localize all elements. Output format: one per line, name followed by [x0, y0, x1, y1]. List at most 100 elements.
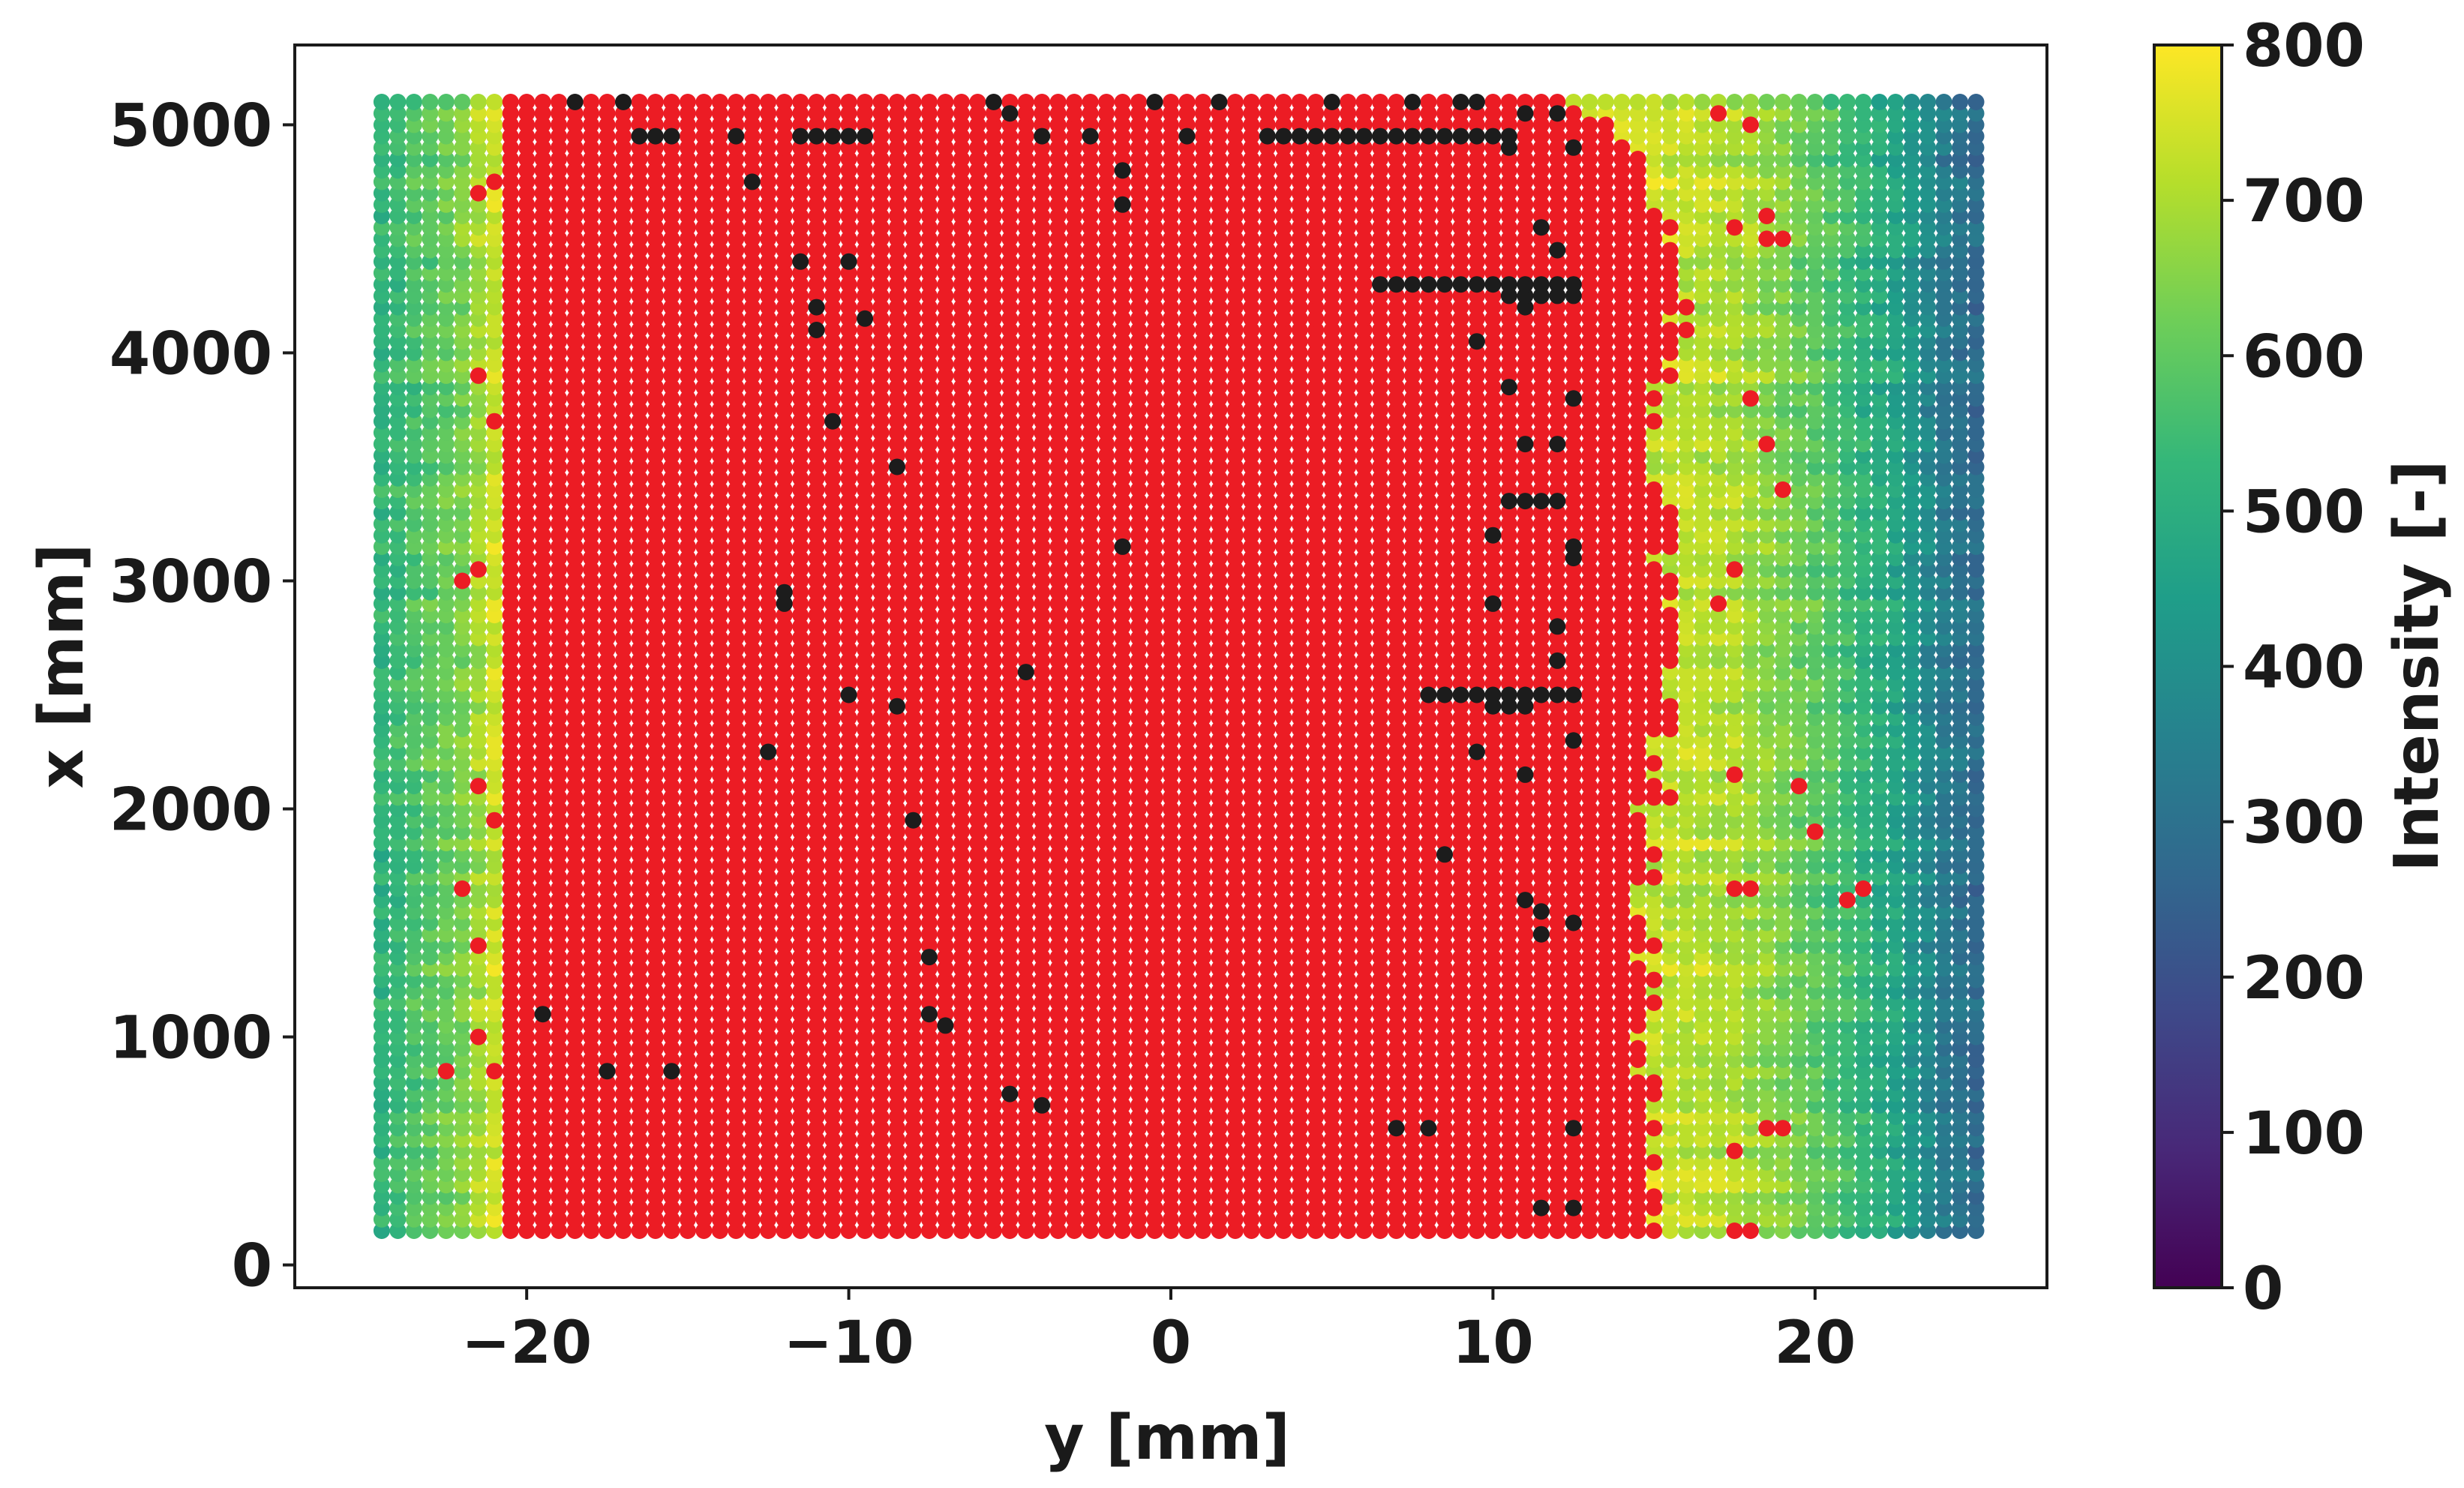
- intensity-point: [1855, 994, 1872, 1011]
- intensity-point: [1823, 1017, 1840, 1034]
- intensity-point: [470, 994, 487, 1011]
- intensity-point: [1726, 538, 1743, 555]
- intensity-point: [1742, 1096, 1759, 1114]
- intensity-point: [422, 1017, 439, 1034]
- intensity-point: [1742, 652, 1759, 669]
- intensity-point: [1742, 1017, 1759, 1034]
- intensity-point: [1678, 538, 1695, 555]
- intensity-point: [1935, 1096, 1952, 1114]
- intensity-point: [1952, 1006, 1969, 1023]
- intensity-point: [389, 504, 407, 521]
- intensity-point: [389, 846, 407, 863]
- intensity-point: [1661, 732, 1679, 749]
- intensity-point: [454, 846, 471, 863]
- intensity-point: [1742, 903, 1759, 920]
- intensity-point: [405, 812, 422, 829]
- intensity-point: [1855, 675, 1872, 692]
- intensity-point: [1823, 709, 1840, 726]
- intensity-point: [389, 868, 407, 886]
- intensity-point: [389, 1199, 407, 1216]
- intensity-point: [454, 743, 471, 760]
- intensity-point: [1726, 686, 1743, 704]
- intensity-point: [405, 504, 422, 521]
- intensity-point: [1758, 835, 1775, 852]
- intensity-point: [1710, 664, 1727, 681]
- intensity-point: [486, 640, 503, 658]
- intensity-point: [470, 538, 487, 555]
- intensity-point: [1758, 629, 1775, 646]
- intensity-point: [1790, 94, 1808, 110]
- intensity-point: [1967, 949, 1985, 966]
- intensity-point: [1823, 1063, 1840, 1080]
- intensity-point: [1952, 1199, 1969, 1216]
- intensity-point: [1952, 1188, 1969, 1205]
- intensity-point: [373, 618, 390, 635]
- intensity-point: [486, 709, 503, 726]
- intensity-point: [1903, 1166, 1920, 1182]
- intensity-point: [1871, 914, 1888, 932]
- intensity-point: [1774, 1166, 1791, 1182]
- intensity-point: [1838, 550, 1856, 567]
- intensity-point: [486, 515, 503, 532]
- intensity-point: [1726, 789, 1743, 806]
- intensity-point: [389, 1063, 407, 1080]
- intensity-point: [1661, 982, 1679, 1000]
- intensity-point: [1903, 1188, 1920, 1205]
- intensity-point: [470, 1120, 487, 1137]
- intensity-point: [486, 1017, 503, 1034]
- intensity-point: [486, 982, 503, 1000]
- intensity-point: [389, 721, 407, 738]
- intensity-point: [389, 607, 407, 624]
- intensity-point: [1774, 982, 1791, 1000]
- intensity-point: [1710, 640, 1727, 658]
- intensity-point: [1887, 1120, 1904, 1137]
- intensity-point: [1967, 903, 1985, 920]
- intensity-point: [1742, 1120, 1759, 1137]
- intensity-point: [437, 1131, 455, 1148]
- intensity-point: [1823, 914, 1840, 932]
- intensity-point: [1871, 1199, 1888, 1216]
- intensity-point: [1838, 607, 1856, 624]
- intensity-point: [454, 1085, 471, 1102]
- intensity-point: [1871, 835, 1888, 852]
- intensity-point: [1887, 698, 1904, 715]
- intensity-point: [437, 1052, 455, 1068]
- intensity-point: [1726, 1017, 1743, 1034]
- intensity-point: [1710, 1063, 1727, 1080]
- intensity-point: [1823, 1028, 1840, 1046]
- intensity-point: [1838, 800, 1856, 818]
- intensity-point: [1887, 504, 1904, 521]
- intensity-point: [422, 800, 439, 818]
- intensity-point: [1774, 880, 1791, 897]
- intensity-point: [1967, 857, 1985, 874]
- intensity-point: [389, 1142, 407, 1160]
- intensity-point: [1919, 766, 1937, 783]
- intensity-point: [389, 1210, 407, 1228]
- intensity-point: [1758, 1199, 1775, 1216]
- intensity-point: [389, 709, 407, 726]
- intensity-point: [1726, 629, 1743, 646]
- intensity-point: [1887, 1142, 1904, 1160]
- intensity-point: [405, 732, 422, 749]
- intensity-point: [486, 1222, 503, 1239]
- intensity-point: [1903, 1142, 1920, 1160]
- intensity-point: [1871, 1096, 1888, 1114]
- intensity-point: [1855, 526, 1872, 544]
- intensity-point: [1919, 823, 1937, 840]
- intensity-point: [1903, 640, 1920, 658]
- intensity-point: [1871, 584, 1888, 601]
- intensity-point: [1742, 664, 1759, 681]
- intensity-point: [422, 1028, 439, 1046]
- intensity-point: [373, 1028, 390, 1046]
- intensity-point: [1806, 526, 1823, 544]
- intensity-point: [1855, 1188, 1872, 1205]
- intensity-point: [1726, 926, 1743, 943]
- intensity-point: [1903, 1085, 1920, 1102]
- intensity-point: [1774, 1210, 1791, 1228]
- intensity-point: [1742, 823, 1759, 840]
- intensity-point: [422, 937, 439, 954]
- intensity-point: [1742, 982, 1759, 1000]
- intensity-point: [454, 629, 471, 646]
- intensity-point: [1694, 982, 1711, 1000]
- intensity-point: [1774, 778, 1791, 795]
